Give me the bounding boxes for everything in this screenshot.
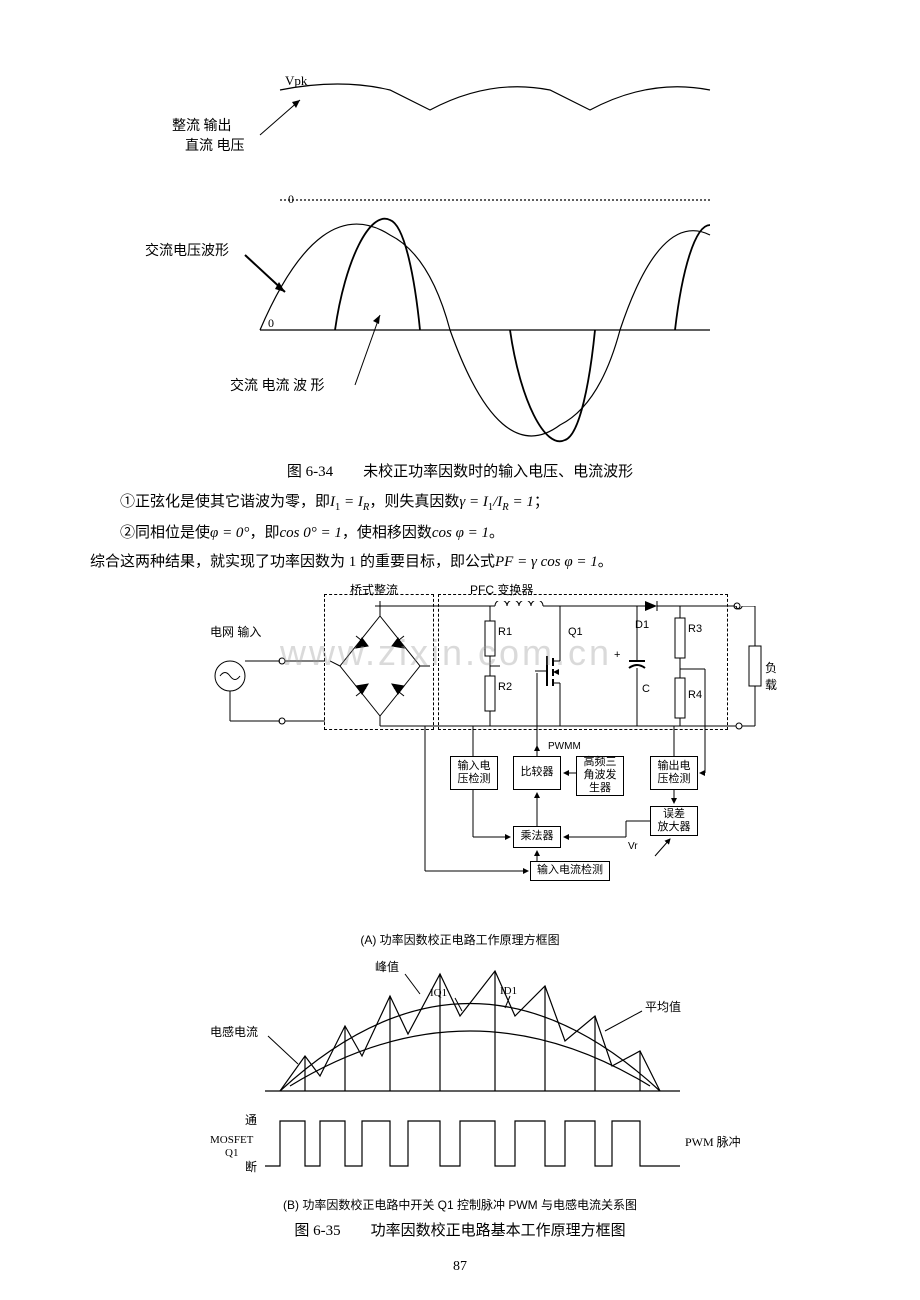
l1-eq: = <box>340 494 358 510</box>
text-line-3: 综合这两种结果，就实现了功率因数为 1 的重要目标，即公式PF = γ cos … <box>90 549 830 576</box>
q1b-label: Q1 <box>225 1147 238 1159</box>
l2-m1: ，即 <box>249 525 279 541</box>
vpk-label: Vpk <box>285 73 308 88</box>
rect-out-label: 整流 输出 <box>172 118 232 134</box>
l2-e2: cos 0° = 1 <box>279 525 341 541</box>
id1-label: ID1 <box>500 985 517 997</box>
l1-eq2: = <box>465 494 483 510</box>
l2-e1: φ = 0° <box>210 525 249 541</box>
fig2b-caption: (B) 功率因数校正电路中开关 Q1 控制脉冲 PWM 与电感电流关系图 <box>90 1196 830 1213</box>
pwm-pulse-label: PWM 脉冲 <box>685 1134 741 1149</box>
figure-6-35-caption: 图 6-35 功率因数校正电路基本工作原理方框图 <box>90 1219 830 1240</box>
l3-eq: PF = γ cos φ = 1 <box>495 554 598 570</box>
figure-6-35b: 峰值 IQ1 ID1 平均值 电感电流 通 MOSFET Q1 断 PWM 脉冲 <box>90 956 830 1186</box>
on-label: 通 <box>245 1113 257 1127</box>
l2-m2: ，使相移因数 <box>342 525 432 541</box>
avg-label: 平均值 <box>645 999 681 1014</box>
peak-label: 峰值 <box>375 959 399 974</box>
l1-mid: ，则失真因数 <box>369 494 459 510</box>
ac-volt-label: 交流电压波形 <box>145 242 229 259</box>
l2-pre: ②同相位是使 <box>120 525 210 541</box>
l3-pre: 综合这两种结果，就实现了功率因数为 1 的重要目标，即公式 <box>90 554 495 570</box>
l1-end: = 1 <box>509 494 534 510</box>
l2-suf: 。 <box>489 525 504 541</box>
figure-6-34: Vpk 0 整流 输出 直流 电压 0 交流电压波形 交流 电流 波 形 <box>90 60 830 450</box>
off-label: 断 <box>245 1159 257 1174</box>
l1-suf: ； <box>534 494 549 510</box>
l3-suf: 。 <box>598 554 613 570</box>
page-number: 87 <box>0 1259 920 1275</box>
dc-volt-label: 直流 电压 <box>185 137 245 154</box>
waveform-svg: Vpk 0 整流 输出 直流 电压 0 交流电压波形 交流 电流 波 形 <box>90 60 810 450</box>
line1-prefix: ①正弦化是使其它谐波为零，即 <box>120 494 330 510</box>
pwm-svg: 峰值 IQ1 ID1 平均值 电感电流 通 MOSFET Q1 断 PWM 脉冲 <box>150 956 770 1186</box>
fig2a-caption: (A) 功率因数校正电路工作原理方框图 <box>90 931 830 948</box>
iq1-label: IQ1 <box>430 987 447 999</box>
text-line-1: ①正弦化是使其它谐波为零，即I1 = IR，则失真因数γ = I1/IR = 1… <box>90 489 830 518</box>
figure-6-34-caption: 图 6-34 未校正功率因数时的输入电压、电流波形 <box>90 460 830 481</box>
mosfet-label: MOSFET <box>210 1134 254 1146</box>
l2-e3: cos φ = 1 <box>432 525 489 541</box>
ind-curr-label: 电感电流 <box>210 1024 258 1039</box>
arrows <box>210 581 770 901</box>
zero-label-1: 0 <box>288 192 294 206</box>
figure-6-35a: 桥式整流 PFC 变换器 电网 输入 <box>90 581 830 921</box>
text-line-2: ②同相位是使φ = 0°，即cos 0° = 1，使相移因数cos φ = 1。 <box>90 520 830 547</box>
zero-label-2: 0 <box>268 316 274 330</box>
ac-curr-label: 交流 电流 波 形 <box>230 377 325 394</box>
